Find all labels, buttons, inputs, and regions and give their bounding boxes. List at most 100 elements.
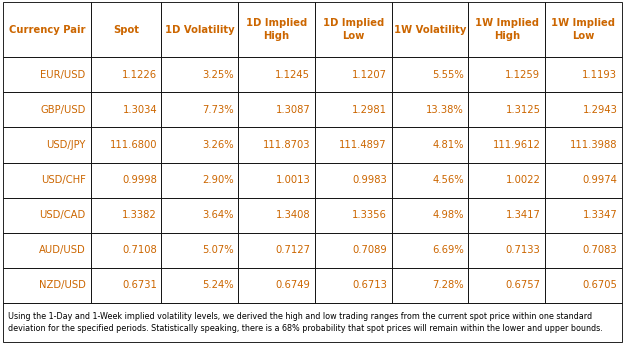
Text: 1W Volatility: 1W Volatility	[394, 24, 466, 34]
Bar	[91, 268, 161, 303]
Bar	[238, 197, 315, 233]
Text: Using the 1-Day and 1-Week implied volatility levels, we derived the high and lo: Using the 1-Day and 1-Week implied volat…	[8, 312, 592, 321]
Bar	[468, 197, 545, 233]
Text: GBP/USD: GBP/USD	[41, 105, 86, 115]
Bar	[391, 93, 468, 128]
Text: 3.25%: 3.25%	[202, 70, 233, 80]
Bar	[3, 233, 91, 268]
Text: 3.26%: 3.26%	[202, 140, 233, 150]
Bar	[391, 163, 468, 197]
Bar	[91, 93, 161, 128]
Text: 0.6705: 0.6705	[582, 280, 618, 290]
Text: 1D Volatility: 1D Volatility	[165, 24, 234, 34]
Bar	[238, 57, 315, 93]
Text: 1.3417: 1.3417	[506, 210, 541, 220]
Bar	[91, 197, 161, 233]
Text: 0.7089: 0.7089	[352, 245, 387, 255]
Text: 1.0013: 1.0013	[276, 175, 310, 185]
Text: 1.1226: 1.1226	[122, 70, 157, 80]
Bar	[238, 268, 315, 303]
Bar	[315, 163, 391, 197]
Text: 1D Implied
High: 1D Implied High	[246, 18, 307, 41]
Text: 1.2981: 1.2981	[352, 105, 387, 115]
Bar	[391, 268, 468, 303]
Text: deviation for the specified periods. Statistically speaking, there is a 68% prob: deviation for the specified periods. Sta…	[8, 324, 603, 333]
Text: 0.7108: 0.7108	[122, 245, 157, 255]
Text: 7.73%: 7.73%	[202, 105, 233, 115]
Text: NZD/USD: NZD/USD	[39, 280, 86, 290]
Bar	[315, 57, 391, 93]
Bar	[161, 197, 238, 233]
Bar	[468, 2, 545, 57]
Bar	[161, 233, 238, 268]
Text: 1.0022: 1.0022	[506, 175, 541, 185]
Text: 0.7133: 0.7133	[506, 245, 541, 255]
Text: EUR/USD: EUR/USD	[41, 70, 86, 80]
Text: 1.1207: 1.1207	[352, 70, 387, 80]
Bar	[3, 128, 91, 163]
Bar	[315, 93, 391, 128]
Bar	[91, 2, 161, 57]
Bar	[545, 197, 622, 233]
Bar	[3, 93, 91, 128]
Text: 4.56%: 4.56%	[432, 175, 464, 185]
Bar	[3, 197, 91, 233]
Text: 1.3408: 1.3408	[276, 210, 310, 220]
Bar	[161, 93, 238, 128]
Bar	[3, 2, 91, 57]
Text: 0.6713: 0.6713	[352, 280, 387, 290]
Bar	[3, 57, 91, 93]
Text: 1D Implied
Low: 1D Implied Low	[322, 18, 384, 41]
Text: Spot: Spot	[113, 24, 139, 34]
Text: 111.8703: 111.8703	[262, 140, 310, 150]
Text: 1.1193: 1.1193	[582, 70, 618, 80]
Bar	[238, 128, 315, 163]
Text: 0.6731: 0.6731	[122, 280, 157, 290]
Bar	[238, 163, 315, 197]
Bar	[391, 233, 468, 268]
Text: 1.3347: 1.3347	[582, 210, 618, 220]
Bar	[3, 303, 622, 342]
Bar	[161, 163, 238, 197]
Bar	[545, 128, 622, 163]
Text: 7.28%: 7.28%	[432, 280, 464, 290]
Bar	[91, 233, 161, 268]
Text: 1.3382: 1.3382	[122, 210, 157, 220]
Text: 111.6800: 111.6800	[109, 140, 157, 150]
Bar	[161, 268, 238, 303]
Text: 1W Implied
Low: 1W Implied Low	[551, 18, 616, 41]
Bar	[315, 197, 391, 233]
Text: 0.6749: 0.6749	[275, 280, 310, 290]
Text: 5.24%: 5.24%	[202, 280, 233, 290]
Bar	[315, 128, 391, 163]
Text: USD/CHF: USD/CHF	[41, 175, 86, 185]
Bar	[391, 2, 468, 57]
Text: 0.9983: 0.9983	[352, 175, 387, 185]
Text: 0.6757: 0.6757	[506, 280, 541, 290]
Text: USD/JPY: USD/JPY	[46, 140, 86, 150]
Text: Currency Pair: Currency Pair	[9, 24, 85, 34]
Text: 0.9974: 0.9974	[582, 175, 618, 185]
Bar	[545, 93, 622, 128]
Text: 1.3087: 1.3087	[276, 105, 310, 115]
Bar	[3, 163, 91, 197]
Bar	[91, 163, 161, 197]
Text: 13.38%: 13.38%	[426, 105, 464, 115]
Text: 0.7127: 0.7127	[275, 245, 310, 255]
Text: 5.07%: 5.07%	[202, 245, 233, 255]
Text: 1.1245: 1.1245	[275, 70, 310, 80]
Text: 1.3125: 1.3125	[506, 105, 541, 115]
Bar	[545, 233, 622, 268]
Text: 111.3988: 111.3988	[570, 140, 618, 150]
Text: 1W Implied
High: 1W Implied High	[475, 18, 539, 41]
Bar	[315, 2, 391, 57]
Bar	[468, 268, 545, 303]
Text: 3.64%: 3.64%	[202, 210, 233, 220]
Bar	[3, 268, 91, 303]
Bar	[468, 233, 545, 268]
Bar	[468, 128, 545, 163]
Bar	[391, 57, 468, 93]
Text: 111.4897: 111.4897	[339, 140, 387, 150]
Text: AUD/USD: AUD/USD	[39, 245, 86, 255]
Bar	[545, 2, 622, 57]
